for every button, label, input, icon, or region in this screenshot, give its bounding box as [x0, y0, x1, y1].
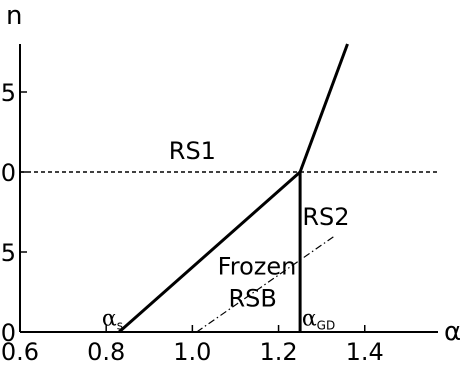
- annotation-alpha-s: αs: [102, 307, 123, 333]
- series-line-0: [118, 170, 302, 334]
- y-ticks: 0.0 0.5 1.0 1.5: [0, 79, 27, 347]
- y-axis-label: n: [6, 1, 22, 31]
- y-tick-label: 0.5: [0, 239, 16, 267]
- y-tick-label: 1.0: [0, 159, 16, 187]
- x-tick-label: 0.8: [87, 338, 125, 366]
- x-tick-label: 0.6: [1, 338, 39, 366]
- annotation-rs1: RS1: [169, 137, 216, 165]
- x-axis-label: α: [444, 317, 461, 347]
- y-tick-label: 0.0: [0, 319, 16, 347]
- y-tick-label: 1.5: [0, 79, 16, 107]
- x-tick-label: 1.2: [259, 338, 297, 366]
- x-ticks: 0.6 0.8 1.0 1.2 1.4: [1, 325, 384, 366]
- annotation-rsb: RSB: [229, 284, 277, 312]
- annotation-frozen: Frozen: [218, 252, 297, 280]
- annotation-rs2: RS2: [302, 203, 349, 231]
- annotation-alpha-gd: αGD: [302, 307, 335, 333]
- x-tick-label: 1.0: [173, 338, 211, 366]
- x-tick-label: 1.4: [346, 338, 384, 366]
- series-line-1: [298, 43, 349, 173]
- series-lines: [20, 43, 438, 334]
